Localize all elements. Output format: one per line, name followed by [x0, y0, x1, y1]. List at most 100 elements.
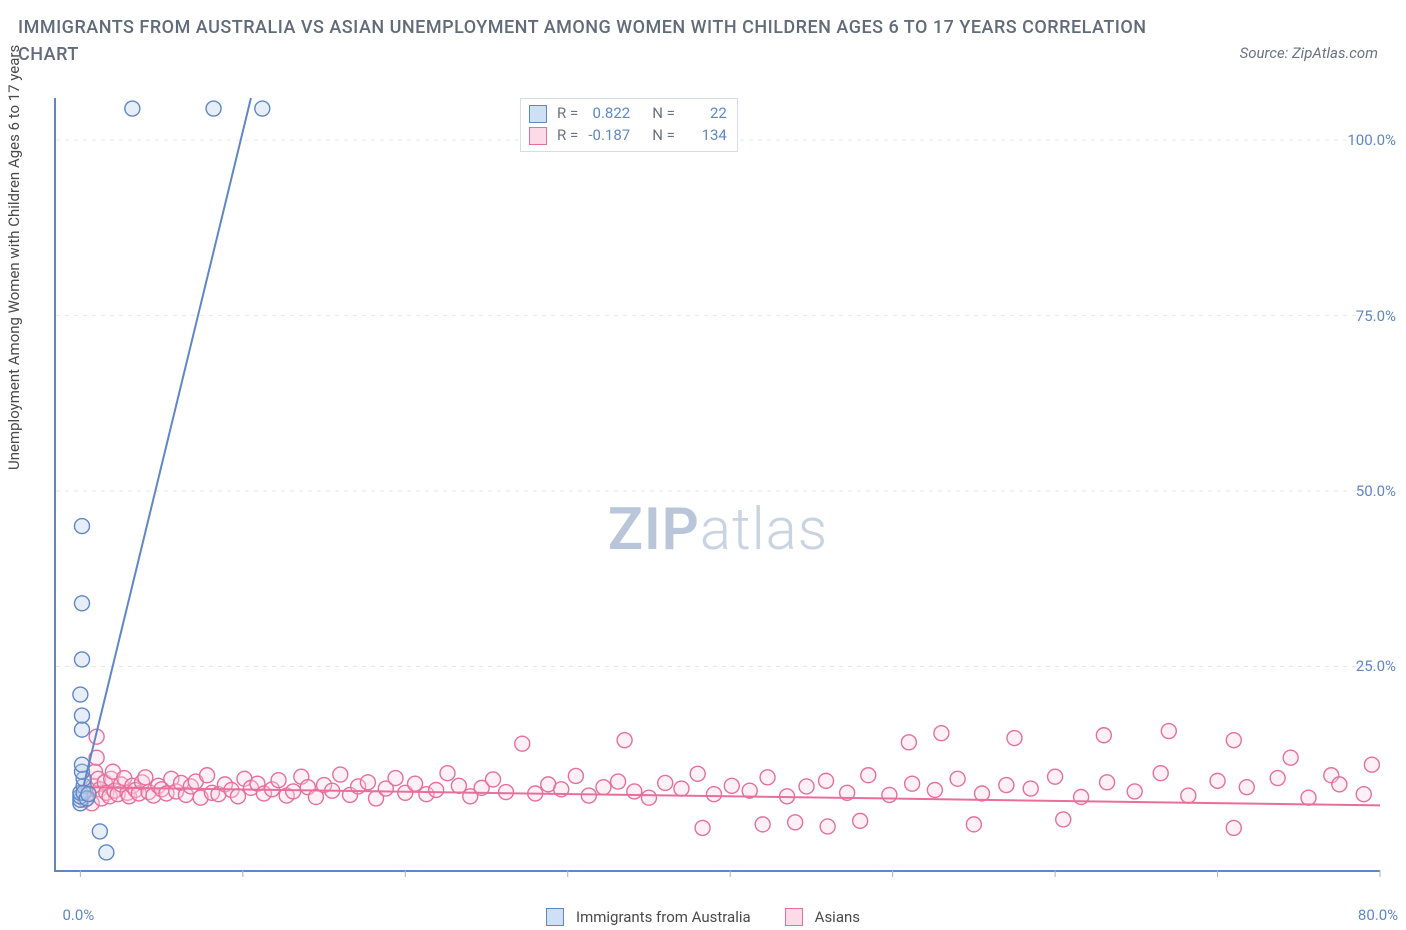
data-point [974, 786, 989, 801]
data-point [901, 735, 916, 750]
data-point [74, 722, 89, 737]
chart-title: IMMIGRANTS FROM AUSTRALIA VS ASIAN UNEMP… [18, 14, 1166, 68]
data-point [788, 815, 803, 830]
data-point [1096, 728, 1111, 743]
data-point [927, 782, 942, 797]
data-point [74, 708, 89, 723]
data-point [1283, 750, 1298, 765]
correlation-legend: R = 0.822 N = 22 R = -0.187 N = 134 [520, 98, 738, 152]
data-point [74, 519, 89, 534]
data-point [658, 775, 673, 790]
y-tick-label: 75.0% [1356, 307, 1396, 325]
legend-label-series-b: Asians [815, 908, 860, 926]
data-point [641, 790, 656, 805]
data-point [1301, 790, 1316, 805]
x-tick-label: 0.0% [62, 906, 94, 924]
data-point [905, 776, 920, 791]
swatch-series-a [546, 908, 564, 926]
data-point [966, 817, 981, 832]
data-point [568, 768, 583, 783]
data-point [286, 784, 301, 799]
data-point [596, 780, 611, 795]
legend-label-series-a: Immigrants from Australia [576, 908, 751, 926]
series-legend: Immigrants from Australia Asians [546, 908, 860, 926]
data-point [1048, 769, 1063, 784]
data-point [760, 770, 775, 785]
data-point [617, 733, 632, 748]
n-label: N = [652, 103, 675, 125]
n-value-b: 134 [681, 125, 727, 147]
scatter-svg [56, 98, 1380, 870]
data-point [799, 779, 814, 794]
data-point [515, 736, 530, 751]
data-point [724, 778, 739, 793]
r-label: R = [557, 103, 578, 125]
y-tick-label: 25.0% [1356, 657, 1396, 675]
data-point [73, 687, 88, 702]
r-value-a: 0.822 [584, 103, 630, 125]
data-point [674, 781, 689, 796]
data-point [690, 766, 705, 781]
data-point [333, 767, 348, 782]
data-point [271, 773, 286, 788]
y-tick-label: 50.0% [1356, 482, 1396, 500]
data-point [200, 768, 215, 783]
data-point [486, 772, 501, 787]
swatch-series-b [785, 908, 803, 926]
legend-item-series-a: Immigrants from Australia [546, 908, 751, 926]
data-point [255, 101, 270, 116]
data-point [99, 845, 114, 860]
data-point [1270, 771, 1285, 786]
trend-line [84, 98, 251, 786]
data-point [1356, 787, 1371, 802]
data-point [429, 782, 444, 797]
data-point [950, 771, 965, 786]
data-point [706, 787, 721, 802]
data-point [92, 824, 107, 839]
data-point [627, 784, 642, 799]
data-point [611, 774, 626, 789]
data-point [1007, 731, 1022, 746]
r-label: R = [557, 125, 578, 147]
n-value-a: 22 [681, 103, 727, 125]
data-point [388, 771, 403, 786]
data-point [1161, 724, 1176, 739]
data-point [125, 101, 140, 116]
data-point [74, 596, 89, 611]
data-point [1210, 773, 1225, 788]
legend-row-series-a: R = 0.822 N = 22 [529, 103, 727, 125]
data-point [820, 819, 835, 834]
plot-area: ZIPatlas [54, 98, 1380, 872]
r-value-b: -0.187 [584, 125, 630, 147]
data-point [1226, 820, 1241, 835]
data-point [934, 726, 949, 741]
data-point [1023, 781, 1038, 796]
data-point [1181, 788, 1196, 803]
swatch-series-a [529, 105, 547, 123]
legend-item-series-b: Asians [785, 908, 860, 926]
data-point [81, 787, 96, 802]
data-point [1332, 777, 1347, 792]
n-label: N = [652, 125, 675, 147]
swatch-series-b [529, 127, 547, 145]
data-point [819, 773, 834, 788]
source-attribution: Source: ZipAtlas.com [1240, 44, 1378, 62]
data-point [1226, 733, 1241, 748]
data-point [440, 766, 455, 781]
y-axis-label: Unemployment Among Women with Children A… [5, 45, 23, 470]
x-tick-label: 80.0% [1358, 906, 1398, 924]
data-point [360, 775, 375, 790]
data-point [882, 787, 897, 802]
data-point [138, 770, 153, 785]
data-point [695, 820, 710, 835]
data-point [581, 788, 596, 803]
data-point [230, 789, 245, 804]
data-point [1364, 757, 1379, 772]
legend-row-series-b: R = -0.187 N = 134 [529, 125, 727, 147]
y-tick-label: 100.0% [1347, 131, 1396, 149]
data-point [1100, 775, 1115, 790]
data-point [74, 652, 89, 667]
data-point [1239, 780, 1254, 795]
data-point [206, 101, 221, 116]
data-point [853, 813, 868, 828]
